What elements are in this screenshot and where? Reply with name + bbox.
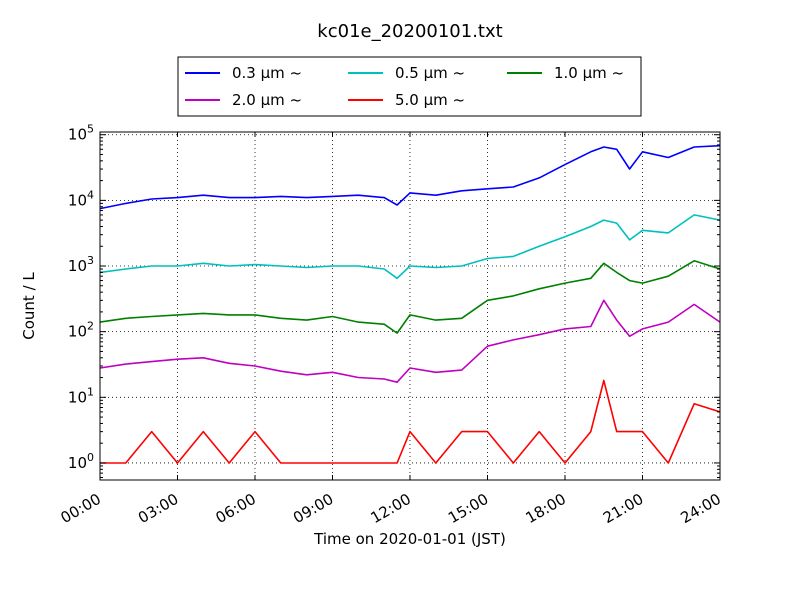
series-line-0 bbox=[99, 144, 721, 210]
x-tick-label: 00:00 bbox=[58, 490, 104, 527]
y-tick-label: 101 bbox=[68, 385, 94, 406]
x-tick-label: 18:00 bbox=[523, 490, 569, 527]
legend-label: 2.0 μm ~ bbox=[232, 91, 302, 109]
legend-label: 5.0 μm ~ bbox=[395, 91, 465, 109]
y-tick-label: 103 bbox=[68, 254, 94, 275]
y-tick-label: 105 bbox=[68, 123, 94, 144]
series-line-4 bbox=[100, 379, 721, 464]
legend-label: 0.5 μm ~ bbox=[395, 64, 465, 82]
y-tick-label: 100 bbox=[68, 451, 94, 472]
y-axis-title: Count / L bbox=[20, 272, 38, 340]
x-tick-label: 15:00 bbox=[445, 490, 491, 527]
x-axis-title: Time on 2020-01-01 (JST) bbox=[313, 530, 506, 548]
grid-lines bbox=[100, 132, 720, 480]
x-tick-label: 21:00 bbox=[600, 490, 646, 527]
series-line-1 bbox=[99, 214, 721, 280]
x-tick-label: 12:00 bbox=[368, 490, 414, 527]
x-tick-label: 09:00 bbox=[290, 490, 336, 527]
legend: 0.3 μm ~ 0.5 μm ~ 1.0 μm ~ 2.0 μm ~ 5.0 μm ~ bbox=[177, 56, 642, 117]
x-tick-label: 24:00 bbox=[678, 490, 724, 527]
legend-label: 0.3 μm ~ bbox=[232, 64, 302, 82]
y-tick-labels: 100 101 102 103 104 105 bbox=[68, 123, 94, 472]
series-line-2 bbox=[99, 259, 721, 334]
legend-label: 1.0 μm ~ bbox=[554, 64, 624, 82]
x-tick-labels: 00:00 03:00 06:00 09:00 12:00 15:00 18:00 21:00… bbox=[58, 490, 724, 527]
chart-title: kc01e_20200101.txt bbox=[317, 21, 502, 42]
y-tick-label: 102 bbox=[68, 320, 94, 341]
axis-ticks bbox=[99, 132, 721, 480]
x-tick-label: 03:00 bbox=[135, 490, 181, 527]
x-tick-label: 06:00 bbox=[213, 490, 259, 527]
y-tick-label: 104 bbox=[68, 188, 94, 209]
series-line-3 bbox=[99, 299, 721, 384]
legend-box bbox=[177, 56, 642, 117]
series-lines bbox=[99, 144, 721, 464]
